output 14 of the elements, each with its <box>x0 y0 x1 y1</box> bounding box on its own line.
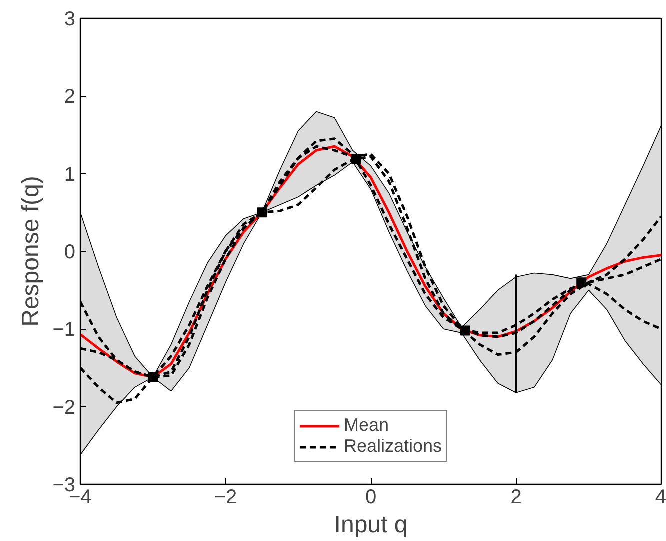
legend-label: Realizations <box>344 436 442 457</box>
x-tick-label: −2 <box>214 486 238 508</box>
y-axis-title: Response f(q) <box>18 176 45 327</box>
y-tick-label: 1 <box>64 164 76 186</box>
x-tick-label: 2 <box>510 486 522 508</box>
y-tick-label: 0 <box>64 242 76 264</box>
y-tick-label: 3 <box>64 8 76 30</box>
y-tick-label: −2 <box>52 396 76 419</box>
x-axis-title: Input q <box>334 512 408 538</box>
x-tick-label: 4 <box>655 486 666 508</box>
x-tick-label: 0 <box>365 486 377 508</box>
legend-label: Mean <box>344 415 389 436</box>
y-tick-label: −1 <box>52 319 76 342</box>
y-tick-label: 2 <box>64 86 76 108</box>
